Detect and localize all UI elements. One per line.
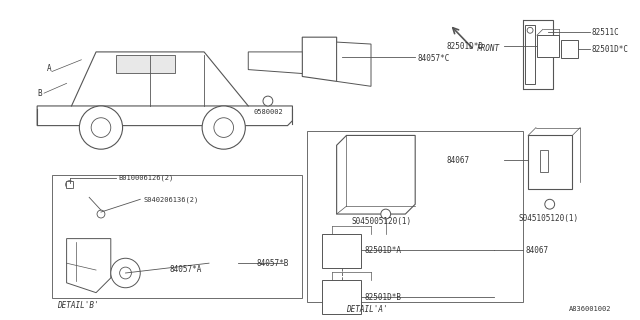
Bar — [322, 234, 361, 268]
Text: FRONT: FRONT — [477, 44, 500, 53]
Text: 84057*C: 84057*C — [417, 54, 449, 63]
Polygon shape — [337, 42, 371, 86]
Text: S045005120(1): S045005120(1) — [351, 217, 412, 226]
Bar — [561, 40, 578, 58]
Text: A: A — [47, 64, 52, 73]
Polygon shape — [248, 52, 302, 74]
Circle shape — [79, 106, 123, 149]
Bar — [66, 180, 74, 188]
Text: 82511C: 82511C — [592, 28, 620, 37]
Text: B: B — [37, 89, 42, 98]
Bar — [528, 135, 572, 189]
Text: 0580002: 0580002 — [253, 109, 283, 115]
Text: DETAIL'A': DETAIL'A' — [346, 305, 388, 315]
Polygon shape — [37, 106, 292, 126]
Circle shape — [120, 267, 131, 279]
Circle shape — [263, 96, 273, 106]
Circle shape — [111, 258, 140, 288]
Text: 82501D*D: 82501D*D — [447, 42, 484, 51]
Polygon shape — [67, 239, 111, 293]
Circle shape — [545, 199, 555, 209]
Text: 82501D*C: 82501D*C — [592, 45, 629, 54]
Text: S045105120(1): S045105120(1) — [518, 214, 579, 223]
Circle shape — [97, 210, 105, 218]
Bar — [537, 35, 559, 57]
Polygon shape — [302, 37, 337, 81]
Circle shape — [214, 118, 234, 137]
Bar — [307, 131, 524, 302]
Text: DETAIL'B': DETAIL'B' — [57, 300, 99, 309]
Bar — [540, 150, 548, 172]
Text: B010006126(2): B010006126(2) — [118, 175, 174, 181]
Circle shape — [381, 209, 390, 219]
Polygon shape — [337, 135, 415, 214]
Text: S040206136(2): S040206136(2) — [143, 196, 198, 203]
Bar — [116, 55, 175, 73]
Circle shape — [91, 118, 111, 137]
Polygon shape — [525, 25, 535, 84]
Text: 84067: 84067 — [525, 246, 548, 255]
Text: 84067: 84067 — [447, 156, 470, 165]
Text: 84057*A: 84057*A — [170, 265, 202, 274]
Circle shape — [66, 180, 74, 188]
Text: A836001002: A836001002 — [569, 306, 612, 312]
Bar — [322, 280, 361, 314]
Text: 82501D*B: 82501D*B — [364, 293, 401, 302]
Bar — [52, 175, 302, 298]
Circle shape — [527, 27, 533, 33]
Circle shape — [202, 106, 245, 149]
Text: 82501D*A: 82501D*A — [364, 246, 401, 255]
Text: 84057*B: 84057*B — [256, 259, 289, 268]
